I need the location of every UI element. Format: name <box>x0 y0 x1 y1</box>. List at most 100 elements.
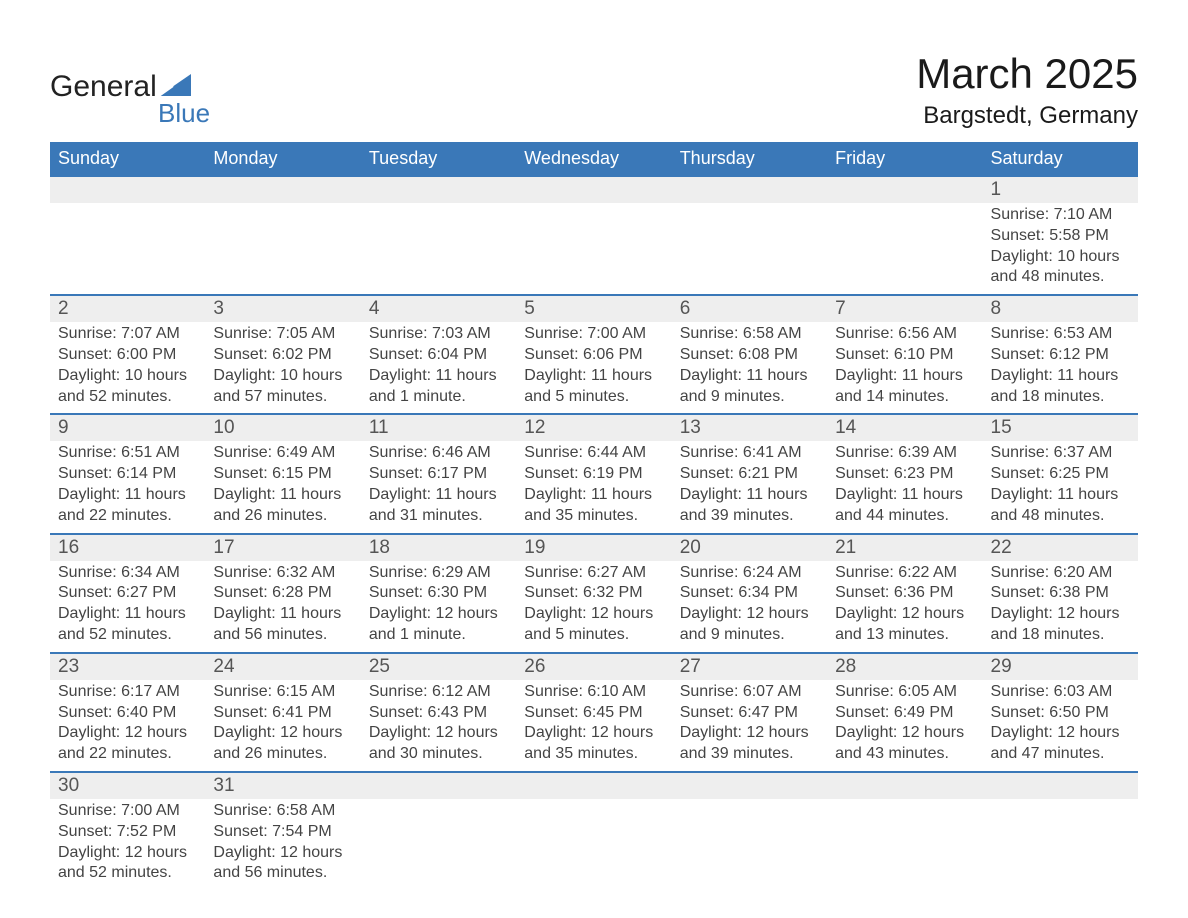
week-detail-row: Sunrise: 7:07 AMSunset: 6:00 PMDaylight:… <box>50 322 1138 414</box>
day-number-cell <box>50 176 205 203</box>
daylight-text: Daylight: 11 hours and 56 minutes. <box>213 604 352 646</box>
day-number: 20 <box>672 535 827 561</box>
day-detail-cell <box>50 203 205 295</box>
day-number: 29 <box>983 654 1138 680</box>
daylight-text: Daylight: 12 hours and 30 minutes. <box>369 723 508 765</box>
day-header: Monday <box>205 142 360 176</box>
day-number: 11 <box>361 415 516 441</box>
day-detail: Sunrise: 6:39 AMSunset: 6:23 PMDaylight:… <box>827 441 982 532</box>
sunrise-text: Sunrise: 6:34 AM <box>58 563 197 584</box>
sunset-text: Sunset: 6:47 PM <box>680 703 819 724</box>
sunrise-text: Sunrise: 7:10 AM <box>991 205 1130 226</box>
day-detail-cell: Sunrise: 6:58 AMSunset: 7:54 PMDaylight:… <box>205 799 360 890</box>
day-number: 22 <box>983 535 1138 561</box>
day-detail-cell: Sunrise: 6:29 AMSunset: 6:30 PMDaylight:… <box>361 561 516 653</box>
day-number-cell: 18 <box>361 534 516 561</box>
sunset-text: Sunset: 6:19 PM <box>524 464 663 485</box>
day-detail-cell <box>827 203 982 295</box>
day-detail-cell: Sunrise: 6:17 AMSunset: 6:40 PMDaylight:… <box>50 680 205 772</box>
sunrise-text: Sunrise: 6:39 AM <box>835 443 974 464</box>
day-number: 23 <box>50 654 205 680</box>
day-detail: Sunrise: 7:07 AMSunset: 6:00 PMDaylight:… <box>50 322 205 413</box>
day-detail-cell: Sunrise: 7:05 AMSunset: 6:02 PMDaylight:… <box>205 322 360 414</box>
week-number-row: 1 <box>50 176 1138 203</box>
day-number-cell: 7 <box>827 295 982 322</box>
sunrise-text: Sunrise: 6:15 AM <box>213 682 352 703</box>
day-number: 17 <box>205 535 360 561</box>
day-detail: Sunrise: 6:56 AMSunset: 6:10 PMDaylight:… <box>827 322 982 413</box>
day-detail-cell <box>672 203 827 295</box>
logo-text-1: General <box>50 70 157 104</box>
day-detail-cell: Sunrise: 6:46 AMSunset: 6:17 PMDaylight:… <box>361 441 516 533</box>
day-number-cell: 16 <box>50 534 205 561</box>
day-number <box>983 773 1138 799</box>
day-header: Saturday <box>983 142 1138 176</box>
day-number-cell: 9 <box>50 414 205 441</box>
sunrise-text: Sunrise: 6:46 AM <box>369 443 508 464</box>
sunset-text: Sunset: 6:40 PM <box>58 703 197 724</box>
daylight-text: Daylight: 10 hours and 48 minutes. <box>991 247 1130 289</box>
day-number: 13 <box>672 415 827 441</box>
sunrise-text: Sunrise: 6:24 AM <box>680 563 819 584</box>
day-detail-cell: Sunrise: 6:51 AMSunset: 6:14 PMDaylight:… <box>50 441 205 533</box>
day-number-cell: 6 <box>672 295 827 322</box>
day-number <box>50 177 205 203</box>
sunset-text: Sunset: 6:10 PM <box>835 345 974 366</box>
day-number: 15 <box>983 415 1138 441</box>
day-number-cell: 1 <box>983 176 1138 203</box>
daylight-text: Daylight: 11 hours and 5 minutes. <box>524 366 663 408</box>
daylight-text: Daylight: 12 hours and 1 minute. <box>369 604 508 646</box>
daylight-text: Daylight: 12 hours and 18 minutes. <box>991 604 1130 646</box>
day-number-cell: 10 <box>205 414 360 441</box>
week-detail-row: Sunrise: 7:10 AMSunset: 5:58 PMDaylight:… <box>50 203 1138 295</box>
sunrise-text: Sunrise: 6:12 AM <box>369 682 508 703</box>
day-detail-cell: Sunrise: 6:20 AMSunset: 6:38 PMDaylight:… <box>983 561 1138 653</box>
day-detail-cell: Sunrise: 6:15 AMSunset: 6:41 PMDaylight:… <box>205 680 360 772</box>
day-detail: Sunrise: 6:34 AMSunset: 6:27 PMDaylight:… <box>50 561 205 652</box>
week-detail-row: Sunrise: 6:34 AMSunset: 6:27 PM Daylight:… <box>50 561 1138 653</box>
day-detail: Sunrise: 6:53 AMSunset: 6:12 PMDaylight:… <box>983 322 1138 413</box>
sunset-text: Sunset: 6:50 PM <box>991 703 1130 724</box>
day-detail-cell <box>983 799 1138 890</box>
sunset-text: Sunset: 6:27 PM <box>58 583 197 604</box>
sunrise-text: Sunrise: 6:49 AM <box>213 443 352 464</box>
sunrise-text: Sunrise: 7:07 AM <box>58 324 197 345</box>
daylight-text: Daylight: 12 hours and 35 minutes. <box>524 723 663 765</box>
day-detail <box>827 799 982 807</box>
day-number-cell: 20 <box>672 534 827 561</box>
day-number-cell <box>516 176 671 203</box>
day-number: 25 <box>361 654 516 680</box>
day-detail-cell: Sunrise: 6:56 AMSunset: 6:10 PMDaylight:… <box>827 322 982 414</box>
sunrise-text: Sunrise: 6:10 AM <box>524 682 663 703</box>
day-number-cell: 23 <box>50 653 205 680</box>
daylight-text: Daylight: 12 hours and 47 minutes. <box>991 723 1130 765</box>
day-number: 14 <box>827 415 982 441</box>
sunset-text: Sunset: 6:21 PM <box>680 464 819 485</box>
day-detail-cell: Sunrise: 6:39 AMSunset: 6:23 PMDaylight:… <box>827 441 982 533</box>
day-detail-cell: Sunrise: 6:07 AMSunset: 6:47 PMDaylight:… <box>672 680 827 772</box>
week-number-row: 2345678 <box>50 295 1138 322</box>
day-number: 31 <box>205 773 360 799</box>
day-detail-cell: Sunrise: 6:10 AMSunset: 6:45 PMDaylight:… <box>516 680 671 772</box>
sunrise-text: Sunrise: 6:20 AM <box>991 563 1130 584</box>
location-subtitle: Bargstedt, Germany <box>916 102 1138 130</box>
sunrise-text: Sunrise: 7:00 AM <box>524 324 663 345</box>
daylight-text: Daylight: 11 hours and 22 minutes. <box>58 485 197 527</box>
day-detail <box>361 203 516 211</box>
day-detail-cell: Sunrise: 6:58 AMSunset: 6:08 PMDaylight:… <box>672 322 827 414</box>
day-number: 3 <box>205 296 360 322</box>
day-number-cell: 30 <box>50 772 205 799</box>
day-number: 12 <box>516 415 671 441</box>
day-number-cell: 25 <box>361 653 516 680</box>
day-detail-cell: Sunrise: 6:53 AMSunset: 6:12 PMDaylight:… <box>983 322 1138 414</box>
day-detail <box>516 799 671 807</box>
day-detail <box>361 799 516 807</box>
day-number <box>672 177 827 203</box>
calendar-table: SundayMondayTuesdayWednesdayThursdayFrid… <box>50 142 1138 890</box>
day-detail: Sunrise: 6:12 AMSunset: 6:43 PMDaylight:… <box>361 680 516 771</box>
sunrise-text: Sunrise: 6:29 AM <box>369 563 508 584</box>
sunset-text: Sunset: 7:54 PM <box>213 822 352 843</box>
sunset-text: Sunset: 6:23 PM <box>835 464 974 485</box>
day-detail: Sunrise: 6:22 AMSunset: 6:36 PMDaylight:… <box>827 561 982 652</box>
sunset-text: Sunset: 6:41 PM <box>213 703 352 724</box>
